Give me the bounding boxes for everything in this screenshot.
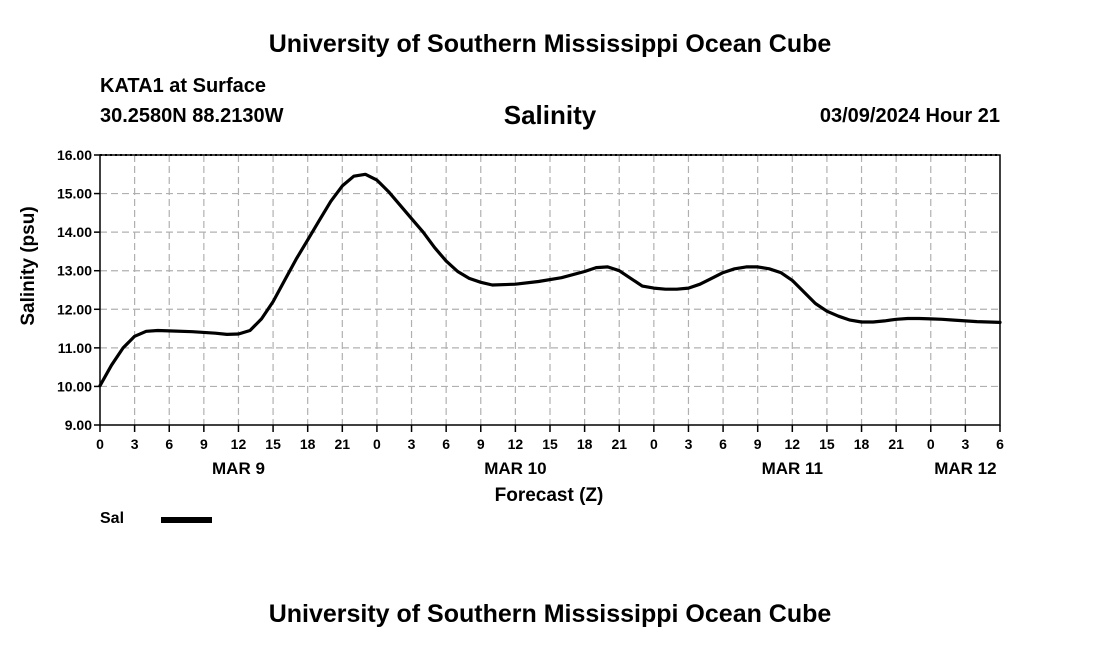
- x-tick-label: 9: [754, 436, 762, 452]
- y-tick-label: 11.00: [58, 340, 92, 356]
- x-tick-label: 0: [650, 436, 658, 452]
- x-tick-label: 12: [508, 436, 524, 452]
- series-layer: [98, 172, 1002, 388]
- x-tick-label: 6: [165, 436, 173, 452]
- x-tick-label: 18: [300, 436, 316, 452]
- y-tick-label: 10.00: [57, 378, 92, 394]
- x-tick-label: 9: [477, 436, 485, 452]
- x-tick-label: 15: [819, 436, 835, 452]
- x-tick-label: 3: [961, 436, 969, 452]
- legend-swatch: [161, 517, 212, 523]
- x-tick-label: 6: [442, 436, 450, 452]
- x-tick-label: 21: [888, 436, 904, 452]
- y-tick-label: 12.00: [57, 301, 92, 317]
- grid: [100, 155, 1000, 425]
- y-tick-label: 16.00: [57, 147, 92, 163]
- x-tick-label: 9: [200, 436, 208, 452]
- x-tick-label: 6: [996, 436, 1004, 452]
- x-tick-label: 12: [231, 436, 247, 452]
- chart-title: Salinity: [503, 100, 597, 130]
- x-tick-label: 15: [265, 436, 281, 452]
- x-tick-label: 15: [542, 436, 558, 452]
- x-tick-label: 21: [335, 436, 351, 452]
- page-title: University of Southern Mississippi Ocean…: [268, 30, 832, 58]
- date-label: MAR 9: [212, 459, 265, 478]
- date-label: MAR 11: [762, 459, 823, 478]
- x-tick-label: 6: [719, 436, 727, 452]
- x-tick-label: 0: [927, 436, 935, 452]
- y-tick-label: 15.00: [57, 186, 92, 202]
- x-tick-label: 18: [577, 436, 593, 452]
- x-tick-label: 21: [611, 436, 627, 452]
- x-tick-label: 3: [685, 436, 693, 452]
- legend-label: Sal: [100, 510, 125, 527]
- y-tick-label: 9.00: [65, 417, 92, 433]
- x-axis-label: Forecast (Z): [495, 485, 604, 506]
- station-coordinates: 30.2580N 88.2130W: [100, 105, 284, 127]
- date-label: MAR 12: [934, 459, 996, 478]
- axes: 9.00 10.00 11.00 12.00 13.00 14.00 15.00 16.00 0…: [57, 147, 1004, 478]
- x-tick-label: 0: [96, 436, 104, 452]
- forecast-datetime: 03/09/2024 Hour 21: [819, 105, 1000, 127]
- y-tick-label: 14.00: [57, 224, 92, 240]
- x-tick-label: 3: [131, 436, 139, 452]
- x-tick-label: 3: [408, 436, 416, 452]
- station-label: KATA1 at Surface: [100, 75, 266, 97]
- x-tick-label: 18: [854, 436, 870, 452]
- date-label: MAR 10: [484, 459, 546, 478]
- footer-title: University of Southern Mississippi Ocean…: [268, 600, 832, 628]
- series-line-sal: [98, 172, 1002, 388]
- x-tick-label: 12: [785, 436, 801, 452]
- y-tick-label: 13.00: [57, 263, 92, 279]
- x-tick-label: 0: [373, 436, 381, 452]
- y-axis-label: Salinity (psu): [18, 206, 39, 325]
